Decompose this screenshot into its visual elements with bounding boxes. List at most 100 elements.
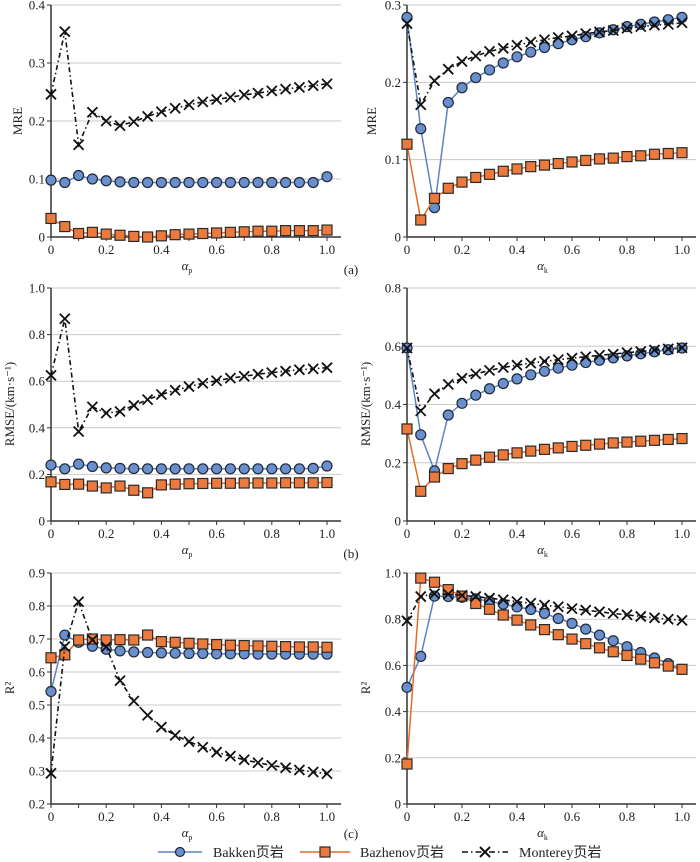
data-point-x <box>45 369 57 382</box>
data-point-square <box>552 442 564 454</box>
data-point-square <box>86 480 99 492</box>
data-point-circle <box>114 645 126 657</box>
series-monterey <box>45 596 333 780</box>
data-point-square <box>593 438 606 450</box>
data-point-square <box>155 636 167 648</box>
data-point-square <box>607 152 619 164</box>
data-point-circle <box>197 176 209 189</box>
y-tick-label: 0.2 <box>385 750 401 765</box>
data-point-x <box>100 115 112 127</box>
x-tick-label: 0.6 <box>564 809 581 824</box>
data-point-x <box>252 87 264 99</box>
data-point-square <box>114 480 126 492</box>
data-point-x <box>45 88 57 100</box>
data-point-circle <box>72 169 85 182</box>
data-point-circle <box>100 462 112 474</box>
data-point-x <box>635 345 647 358</box>
data-point-x <box>197 96 209 108</box>
data-point-x <box>401 615 413 627</box>
data-point-x <box>552 601 564 613</box>
data-point-square <box>428 576 441 588</box>
data-point-square <box>280 640 292 653</box>
data-point-square <box>552 629 564 641</box>
data-point-square <box>552 157 564 170</box>
data-point-square <box>635 435 647 447</box>
data-point-x <box>293 764 306 776</box>
data-point-x <box>114 120 126 132</box>
data-point-circle <box>401 681 413 693</box>
data-point-x <box>538 599 551 611</box>
data-point-square <box>252 477 264 489</box>
data-point-circle <box>580 31 592 43</box>
data-point-square <box>211 639 223 651</box>
data-point-square <box>442 182 454 194</box>
data-point-x <box>511 39 523 51</box>
data-point-x <box>538 355 551 368</box>
data-point-circle <box>183 647 195 660</box>
data-point-square <box>428 471 441 483</box>
x-axis-title: αp <box>182 825 193 842</box>
data-point-square <box>511 163 523 175</box>
data-point-x <box>525 597 537 609</box>
data-point-x <box>566 30 578 42</box>
data-point-x <box>497 361 509 374</box>
panel-label-b: (b) <box>343 546 358 561</box>
data-point-circle <box>566 359 578 371</box>
data-point-x <box>415 590 427 603</box>
data-point-square <box>415 485 427 497</box>
x-tick-label: 1.0 <box>319 242 335 257</box>
data-point-x <box>483 45 496 58</box>
legend-marker-x-icon <box>479 846 491 858</box>
data-point-square <box>456 458 468 470</box>
data-point-circle <box>483 64 496 76</box>
data-point-square <box>293 225 305 237</box>
data-point-x <box>428 75 441 87</box>
data-point-square <box>224 226 236 238</box>
data-point-square <box>621 649 633 662</box>
data-point-circle <box>497 57 509 69</box>
x-tick-label: 0 <box>48 809 55 824</box>
data-point-circle <box>197 647 209 660</box>
data-point-x <box>252 757 264 769</box>
data-point-x <box>662 613 674 625</box>
chart-panel-2: 0 0.1 0.2 0.3 0 0.2 0.4 0.6 0.8 1.0 αk MRE <box>364 0 696 275</box>
data-point-x <box>266 85 278 97</box>
data-point-square <box>252 225 264 237</box>
data-point-circle <box>266 176 278 189</box>
data-point-circle <box>59 463 71 475</box>
data-point-square <box>470 597 482 610</box>
data-point-square <box>45 212 57 225</box>
data-point-x <box>621 22 633 34</box>
data-point-x <box>442 588 454 600</box>
data-point-circle <box>280 463 292 475</box>
data-point-square <box>580 439 592 451</box>
data-point-circle <box>648 346 661 358</box>
data-point-square <box>621 436 633 448</box>
data-point-circle <box>552 612 564 625</box>
data-point-x <box>224 372 237 384</box>
y-tick-label: 0 <box>39 230 46 245</box>
y-tick-label: 0.2 <box>385 75 401 90</box>
data-point-circle <box>676 11 688 23</box>
data-point-x <box>662 18 674 30</box>
data-point-x <box>648 344 661 356</box>
y-tick-label: 0.4 <box>385 397 402 412</box>
legend-item-bazhenov: Bazhenov页岩 <box>300 845 444 861</box>
x-tick-label: 0.8 <box>264 526 280 541</box>
y-tick-label: 1.0 <box>385 566 401 581</box>
y-axis-title: MRE <box>10 107 25 135</box>
data-point-x <box>279 83 292 95</box>
data-point-circle <box>321 171 333 183</box>
x-tick-label: 0.4 <box>509 242 526 257</box>
data-point-x <box>662 343 674 355</box>
data-point-x <box>635 610 647 623</box>
data-point-circle <box>238 176 250 189</box>
legend-label-bazhenov: Bazhenov页岩 <box>360 845 444 861</box>
data-point-circle <box>538 41 551 54</box>
data-point-x <box>86 106 99 118</box>
data-point-square <box>169 229 181 241</box>
x-tick-label: 0.8 <box>619 809 635 824</box>
data-point-x <box>307 79 319 92</box>
data-point-square <box>676 432 688 445</box>
data-point-circle <box>293 176 305 189</box>
